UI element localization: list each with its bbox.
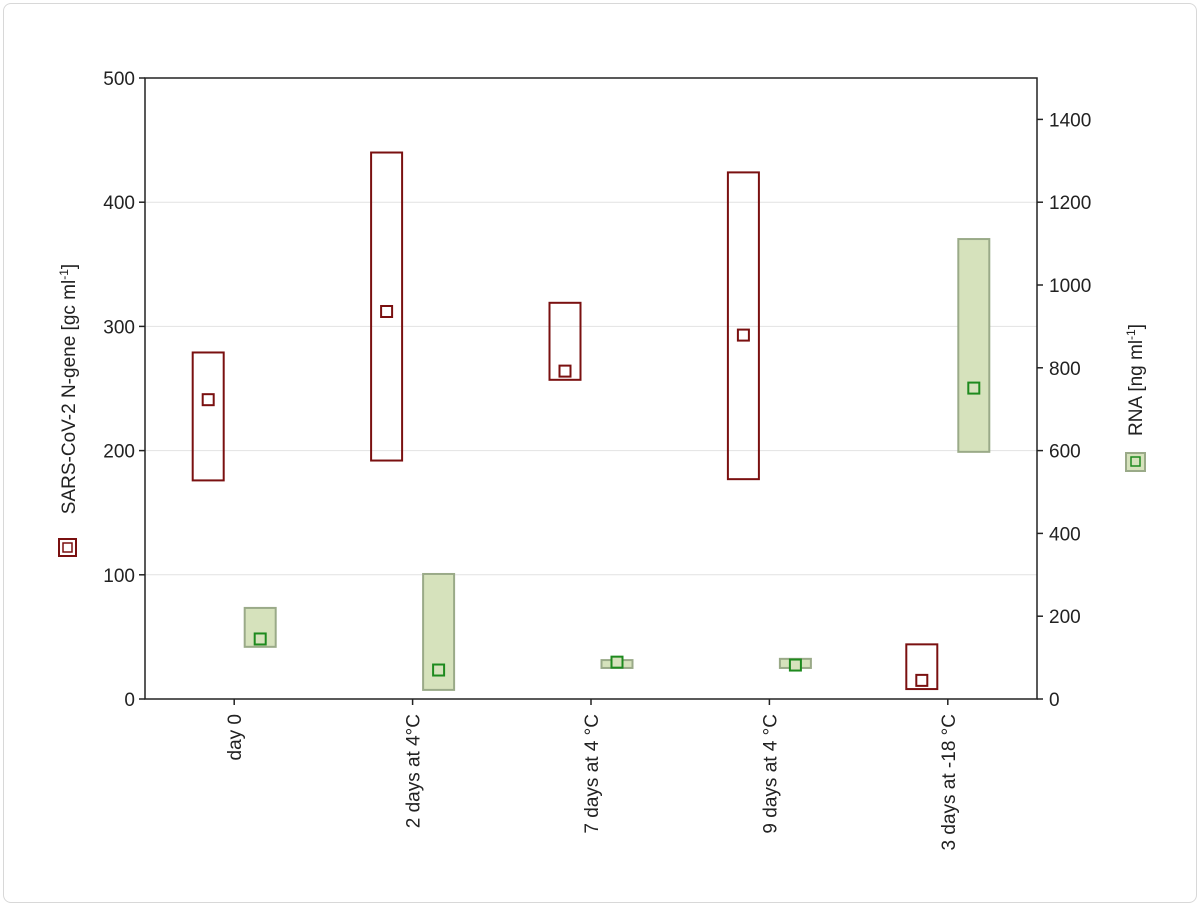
range-box — [370, 151, 404, 462]
mean-marker — [432, 663, 446, 677]
left-axis-title: SARS-CoV-2 N-gene [gc ml-1] — [57, 264, 80, 514]
x-tick-label: 9 days at 4 °C — [760, 714, 781, 834]
right-tick-label: 600 — [1049, 442, 1081, 463]
legend-left-icon — [58, 538, 77, 557]
range-box — [191, 351, 225, 482]
legend-right-icon — [1125, 452, 1146, 472]
right-tick-label: 800 — [1049, 359, 1081, 380]
right-tick-label: 1200 — [1049, 193, 1091, 214]
mean-marker — [788, 658, 802, 672]
right-axis-label-end: ] — [1126, 324, 1147, 329]
mean-marker — [558, 364, 572, 378]
chart-frame — [3, 3, 1197, 903]
legend-left-icon-inner — [62, 542, 73, 553]
mean-marker — [915, 673, 929, 687]
svg-text:SARS-CoV-2 N-gene [gc ml-1]: SARS-CoV-2 N-gene [gc ml-1] — [57, 264, 80, 514]
left-tick-label: 100 — [103, 566, 135, 587]
range-box — [726, 171, 760, 481]
range-box — [957, 238, 991, 453]
x-tick-label: day 0 — [225, 714, 246, 760]
plot-border — [144, 77, 1038, 700]
left-tick-label: 400 — [103, 193, 135, 214]
right-tick-label: 400 — [1049, 524, 1081, 545]
left-tick-label: 0 — [124, 690, 135, 711]
left-axis-sup: -1 — [57, 269, 71, 280]
axes: 0 100 200 300 400 500 0 200 400 600 800 1000 1200 140… — [103, 69, 1091, 850]
right-axis-label: RNA [ng ml — [1126, 340, 1147, 436]
x-tick-label: 2 days at 4°C — [404, 714, 425, 828]
right-tick-label: 200 — [1049, 607, 1081, 628]
gridlines — [145, 201, 1037, 576]
right-tick-label: 1000 — [1049, 276, 1091, 297]
left-tick-label: 500 — [103, 69, 135, 90]
right-axis-title: RNA [ng ml-1] — [1124, 324, 1147, 436]
left-axis-label-end: ] — [59, 264, 80, 269]
x-tick-label: 3 days at -18 °C — [939, 714, 960, 850]
mean-marker — [380, 304, 394, 318]
left-tick-label: 300 — [103, 317, 135, 338]
mean-marker — [253, 632, 267, 646]
right-axis-sup: -1 — [1124, 329, 1138, 340]
right-tick-label: 0 — [1049, 690, 1060, 711]
mean-marker — [201, 393, 215, 407]
mean-marker — [610, 655, 624, 669]
x-tick-label: 7 days at 4 °C — [582, 714, 603, 834]
mean-marker — [736, 328, 750, 342]
boxes — [191, 151, 991, 691]
mean-marker — [967, 381, 981, 395]
range-box — [548, 301, 582, 381]
left-tick-label: 200 — [103, 442, 135, 463]
svg-text:RNA [ng ml-1]: RNA [ng ml-1] — [1124, 324, 1147, 436]
legend-right-icon-inner — [1130, 456, 1141, 467]
right-tick-label: 1400 — [1049, 110, 1091, 131]
left-axis-label: SARS-CoV-2 N-gene [gc ml — [59, 280, 80, 514]
range-box — [905, 643, 939, 691]
